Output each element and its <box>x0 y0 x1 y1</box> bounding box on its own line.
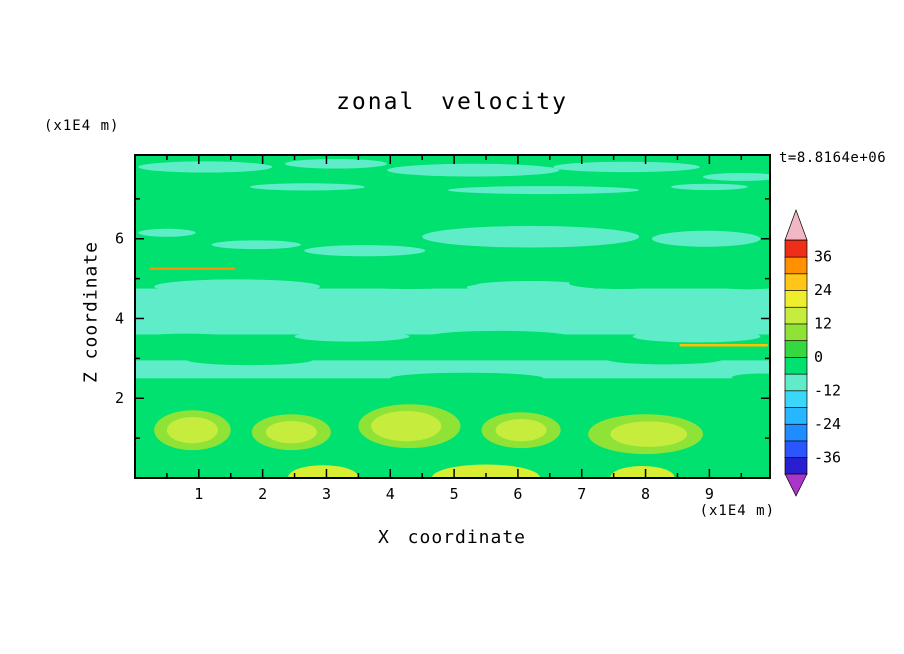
x-tick-label: 5 <box>450 485 459 503</box>
colorbar-label: -24 <box>814 415 841 433</box>
colorbar-segment <box>784 423 808 442</box>
colorbar-segment <box>784 273 808 291</box>
x-tick-label: 1 <box>194 485 203 503</box>
colorbar-segment <box>784 406 808 425</box>
tick-labels: 1 2 3 4 5 6 7 8 9 2 4 6 <box>115 230 714 503</box>
x-tick-label: 8 <box>641 485 650 503</box>
x-tick-label: 2 <box>258 485 267 503</box>
colorbar-label: -36 <box>814 448 841 466</box>
y-axis-label: Z coordinate <box>80 240 102 384</box>
axis-ticks <box>135 155 770 478</box>
colorbar-label: 0 <box>814 348 823 366</box>
colorbar-segment <box>784 390 808 408</box>
colorbar-segment <box>784 339 808 358</box>
x-axis-units-label: (x1E4 m) <box>699 503 775 519</box>
x-axis-label: X coordinate <box>377 527 527 548</box>
colorbar-label: -12 <box>814 381 841 399</box>
colorbar-segment <box>784 456 808 475</box>
colorbar-segment <box>784 356 808 375</box>
y-tick-label: 4 <box>115 309 124 327</box>
colorbar-label: 12 <box>814 315 832 333</box>
colorbar-segment <box>784 306 808 325</box>
colorbar-segment <box>784 440 808 459</box>
colorbar-label: 24 <box>814 281 832 299</box>
colorbar-segment <box>784 256 808 275</box>
time-annotation: t=8.8164e+06 <box>779 150 887 166</box>
colorbar-segment <box>784 289 808 308</box>
y-tick-label: 2 <box>115 389 124 407</box>
plot-title: zonal velocity <box>336 89 568 115</box>
x-tick-label: 7 <box>577 485 586 503</box>
colorbar-segment <box>784 239 808 258</box>
colorbar-segment <box>784 323 808 342</box>
contour-field <box>135 155 770 478</box>
x-tick-label: 9 <box>705 485 714 503</box>
x-tick-label: 6 <box>513 485 522 503</box>
contour-plot: 1 2 3 4 5 6 7 8 9 2 4 6 <box>115 154 771 503</box>
colorbar-segment <box>784 373 808 392</box>
colorbar-top-arrow <box>784 208 808 241</box>
colorbar: 36 24 12 0 -12 -24 -36 <box>784 208 841 497</box>
y-axis-units-label: (x1E4 m) <box>44 118 120 134</box>
colorbar-bottom-arrow <box>784 473 808 497</box>
plot-frame <box>134 154 771 479</box>
colorbar-label: 36 <box>814 248 832 266</box>
y-tick-label: 6 <box>115 230 124 248</box>
x-tick-label: 3 <box>322 485 331 503</box>
x-tick-label: 4 <box>386 485 395 503</box>
